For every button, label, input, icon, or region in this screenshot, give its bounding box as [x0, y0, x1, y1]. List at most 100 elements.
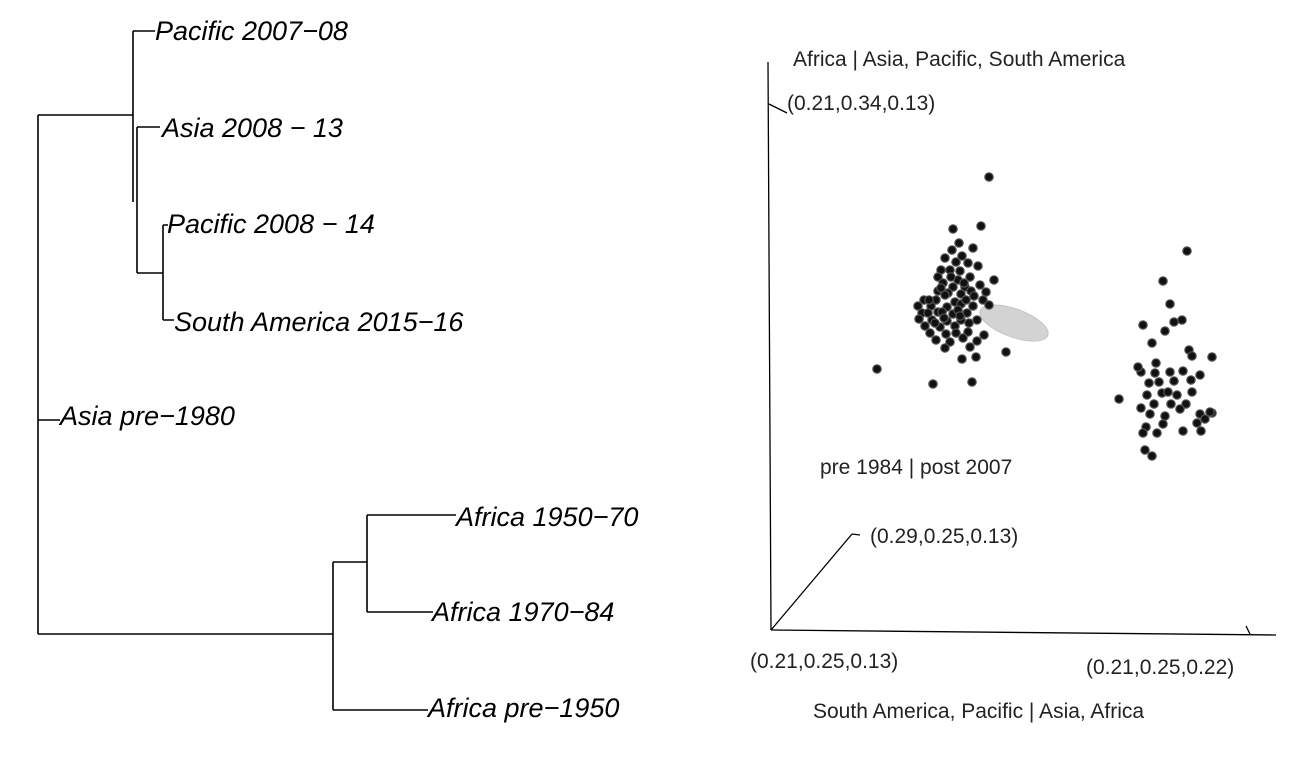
scatter-point-cluster-1 — [959, 278, 969, 288]
scatter-point-cluster-1 — [948, 282, 958, 292]
scatter-point-cluster-1 — [1001, 347, 1011, 357]
scatter-point-cluster-2 — [1151, 358, 1161, 368]
scatter-point-cluster-2 — [1114, 394, 1124, 404]
scatter-point-cluster-1 — [920, 321, 930, 331]
depth-tick-label: (0.29,0.25,0.13) — [870, 525, 1018, 548]
scatter-point-cluster-2 — [1196, 426, 1206, 436]
tip-south-america-2015-16: South America 2015−16 — [174, 307, 464, 337]
scatter-point-cluster-2 — [1205, 407, 1215, 417]
scatter-point-cluster-1 — [957, 354, 967, 364]
scatter-point-cluster-1 — [961, 295, 971, 305]
scatter-point-cluster-2 — [1138, 320, 1148, 330]
phylogenetic-tree: Pacific 2007−08 Asia 2008 − 13 Pacific 2… — [37, 16, 638, 723]
scatter-point-cluster-2 — [1165, 367, 1175, 377]
scatter-point-cluster-2 — [1149, 399, 1159, 409]
scatter-point-cluster-1 — [968, 301, 978, 311]
tip-africa-1970-84: Africa 1970−84 — [430, 597, 614, 627]
scatter-point-cluster-2 — [1207, 352, 1217, 362]
scatter-point-cluster-2 — [1200, 414, 1210, 424]
vertical-tick-label: (0.21,0.34,0.13) — [787, 92, 935, 115]
vertical-axis-label: Africa | Asia, Pacific, South America — [793, 48, 1126, 71]
scatter-point-cluster-1 — [928, 379, 938, 389]
scatter-point-cluster-1 — [965, 272, 975, 282]
confidence-ellipse — [979, 304, 1049, 342]
depth-tick-mark — [851, 533, 861, 536]
scatter-point-cluster-2 — [1195, 370, 1205, 380]
scatter-point-cluster-1 — [963, 258, 973, 268]
scatter-point-cluster-1 — [925, 328, 935, 338]
scatter-point-cluster-2 — [1147, 451, 1157, 461]
scatter-point-cluster-2 — [1169, 376, 1179, 386]
scatter-point-cluster-2 — [1150, 368, 1160, 378]
scatter-point-cluster-1 — [947, 245, 957, 255]
tip-asia-pre-1980: Asia pre−1980 — [58, 401, 235, 431]
scatter-point-cluster-1 — [957, 251, 967, 261]
scatter-points — [872, 172, 1217, 461]
scatter-point-cluster-1 — [954, 238, 964, 248]
scatter-point-cluster-2 — [1181, 399, 1191, 409]
scatter-point-cluster-1 — [989, 275, 999, 285]
scatter-point-cluster-2 — [1136, 403, 1146, 413]
scatter-point-cluster-2 — [1165, 299, 1175, 309]
scatter-point-cluster-1 — [967, 377, 977, 387]
scatter-3d-plot: Africa | Asia, Pacific, South America (0… — [750, 48, 1277, 723]
scatter-point-cluster-1 — [968, 243, 978, 253]
scatter-point-cluster-1 — [940, 343, 950, 353]
scatter-point-cluster-1 — [913, 301, 923, 311]
scatter-point-cluster-2 — [1178, 426, 1188, 436]
scatter-point-cluster-2 — [1140, 445, 1150, 455]
scatter-point-cluster-1 — [976, 221, 986, 231]
scatter-point-cluster-1 — [945, 337, 955, 347]
scatter-point-cluster-1 — [984, 300, 994, 310]
scatter-point-cluster-2 — [1158, 276, 1168, 286]
scatter-point-cluster-2 — [1142, 390, 1152, 400]
scatter-point-cluster-1 — [923, 308, 933, 318]
tip-asia-2008-13: Asia 2008 − 13 — [160, 113, 343, 143]
depth-axis-label: pre 1984 | post 2007 — [820, 456, 1012, 479]
scatter-point-cluster-1 — [975, 280, 985, 290]
scatter-point-cluster-2 — [1169, 317, 1179, 327]
tip-pacific-2008-14: Pacific 2008 − 14 — [167, 209, 375, 239]
tip-pacific-2007-08: Pacific 2007−08 — [155, 16, 348, 46]
scatter-point-cluster-2 — [1144, 378, 1154, 388]
scatter-point-cluster-1 — [956, 289, 966, 299]
scatter-point-cluster-2 — [1160, 326, 1170, 336]
scatter-point-cluster-1 — [964, 318, 974, 328]
scatter-point-cluster-1 — [955, 311, 965, 321]
scatter-point-cluster-1 — [971, 352, 981, 362]
scatter-point-cluster-1 — [924, 295, 934, 305]
scatter-point-cluster-2 — [1178, 366, 1188, 376]
scatter-point-cluster-1 — [955, 266, 965, 276]
scatter-point-cluster-2 — [1145, 409, 1155, 419]
scatter-point-cluster-2 — [1138, 428, 1148, 438]
scatter-point-cluster-2 — [1147, 338, 1157, 348]
scatter-point-cluster-1 — [978, 295, 988, 305]
tip-africa-pre-1950: Africa pre−1950 — [426, 693, 619, 723]
scatter-point-cluster-1 — [969, 291, 979, 301]
scatter-point-cluster-1 — [963, 327, 973, 337]
scatter-point-cluster-1 — [940, 290, 950, 300]
scatter-point-cluster-2 — [1172, 390, 1182, 400]
scatter-point-cluster-1 — [965, 342, 975, 352]
scatter-point-cluster-1 — [972, 336, 982, 346]
scatter-point-cluster-2 — [1175, 404, 1185, 414]
scatter-point-cluster-1 — [948, 224, 958, 234]
scatter-point-cluster-1 — [946, 272, 956, 282]
scatter-point-cluster-1 — [872, 364, 882, 374]
depth-axis — [770, 533, 853, 631]
scatter-point-cluster-1 — [951, 257, 961, 267]
scatter-point-cluster-2 — [1154, 377, 1164, 387]
scatter-point-cluster-1 — [936, 283, 946, 293]
scatter-point-cluster-2 — [1182, 246, 1192, 256]
scatter-point-cluster-1 — [958, 333, 968, 343]
origin-tick-label: (0.21,0.25,0.13) — [750, 650, 898, 673]
scatter-point-cluster-1 — [979, 330, 989, 340]
scatter-point-cluster-1 — [972, 315, 982, 325]
scatter-point-cluster-1 — [951, 328, 961, 338]
scatter-point-cluster-1 — [981, 287, 991, 297]
scatter-point-cluster-1 — [973, 261, 983, 271]
scatter-point-cluster-2 — [1152, 428, 1162, 438]
scatter-point-cluster-2 — [1187, 387, 1197, 397]
scatter-point-cluster-2 — [1160, 411, 1170, 421]
